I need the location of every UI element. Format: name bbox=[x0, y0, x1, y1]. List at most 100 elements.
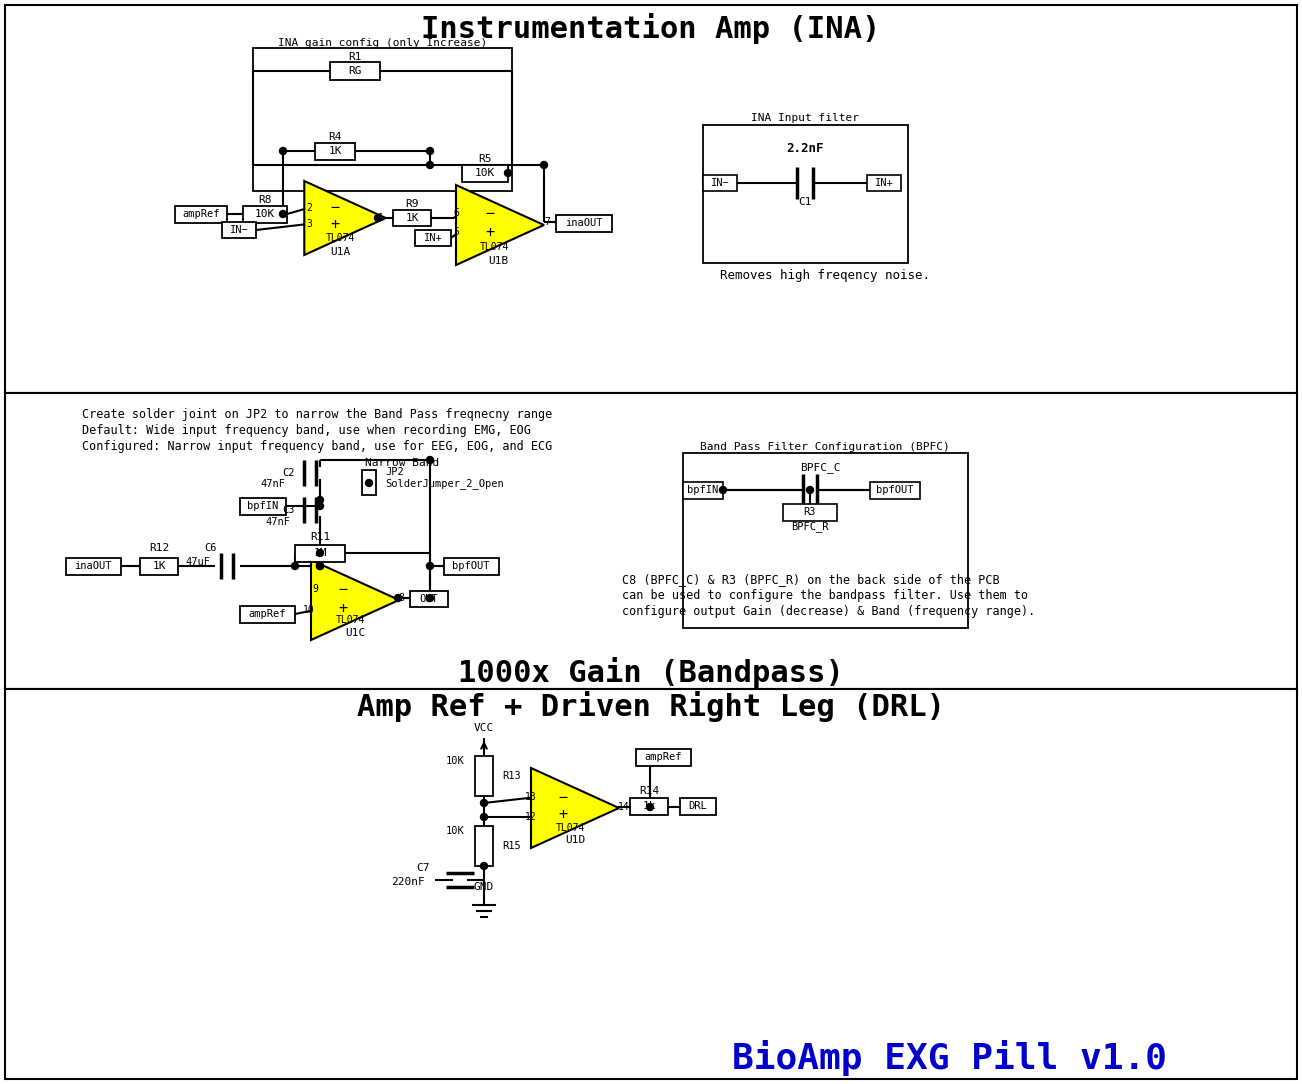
Text: INA Input filter: INA Input filter bbox=[751, 113, 859, 122]
Bar bbox=[174, 206, 227, 223]
Text: BPFC_C: BPFC_C bbox=[799, 463, 840, 474]
Text: 10K: 10K bbox=[255, 209, 275, 219]
Bar bbox=[703, 125, 907, 263]
Circle shape bbox=[366, 479, 372, 487]
Text: ampRef: ampRef bbox=[644, 752, 682, 762]
Bar bbox=[703, 175, 737, 191]
Text: 1K: 1K bbox=[152, 562, 165, 571]
Circle shape bbox=[427, 456, 434, 464]
Text: 9: 9 bbox=[312, 584, 318, 594]
Text: bpfIN: bpfIN bbox=[247, 501, 279, 511]
Circle shape bbox=[427, 162, 434, 168]
Text: inaOUT: inaOUT bbox=[74, 562, 112, 571]
Text: C7: C7 bbox=[417, 863, 430, 873]
Circle shape bbox=[316, 563, 323, 569]
Text: configure output Gain (decrease) & Band (frequency range).: configure output Gain (decrease) & Band … bbox=[622, 605, 1035, 618]
Text: R9: R9 bbox=[405, 199, 419, 209]
Text: C3: C3 bbox=[283, 505, 296, 515]
Circle shape bbox=[427, 594, 434, 602]
Circle shape bbox=[480, 800, 487, 806]
Circle shape bbox=[316, 563, 323, 569]
Bar bbox=[329, 62, 380, 80]
Bar bbox=[680, 798, 716, 815]
Bar bbox=[243, 206, 286, 223]
Text: R5: R5 bbox=[478, 154, 492, 164]
Bar bbox=[66, 558, 121, 575]
Text: Amp Ref + Driven Right Leg (DRL): Amp Ref + Driven Right Leg (DRL) bbox=[357, 691, 945, 722]
Circle shape bbox=[427, 147, 434, 155]
Text: 1K: 1K bbox=[405, 212, 419, 223]
Bar bbox=[444, 558, 499, 575]
Text: 10K: 10K bbox=[445, 756, 464, 766]
Text: Band Pass Filter Configuration (BPFC): Band Pass Filter Configuration (BPFC) bbox=[700, 442, 950, 452]
Text: C8 (BPFC_C) & R3 (BPFC_R) on the back side of the PCB: C8 (BPFC_C) & R3 (BPFC_R) on the back si… bbox=[622, 573, 1000, 586]
Text: IN−: IN− bbox=[711, 178, 729, 188]
Text: TL074: TL074 bbox=[326, 233, 354, 243]
Circle shape bbox=[480, 813, 487, 821]
Text: U1A: U1A bbox=[329, 247, 350, 257]
Circle shape bbox=[540, 162, 548, 168]
Text: −: − bbox=[559, 789, 568, 804]
Text: INA gain config (only Increase): INA gain config (only Increase) bbox=[279, 38, 488, 48]
Text: 1000x Gain (Bandpass): 1000x Gain (Bandpass) bbox=[458, 657, 844, 687]
Text: 5: 5 bbox=[453, 227, 460, 237]
Circle shape bbox=[806, 487, 814, 493]
Text: 1k: 1k bbox=[642, 801, 656, 811]
Text: U1C: U1C bbox=[345, 628, 365, 638]
Bar bbox=[870, 482, 921, 499]
Text: 10K: 10K bbox=[445, 826, 464, 836]
Text: can be used to configure the bandpass filter. Use them to: can be used to configure the bandpass fi… bbox=[622, 589, 1029, 602]
Circle shape bbox=[427, 563, 434, 569]
Text: 2: 2 bbox=[306, 203, 312, 212]
Circle shape bbox=[480, 863, 487, 869]
Text: Narrow Band: Narrow Band bbox=[365, 459, 439, 468]
Text: C1: C1 bbox=[798, 197, 811, 207]
Bar bbox=[5, 393, 1297, 689]
Text: 47uF: 47uF bbox=[185, 557, 210, 567]
Text: Removes high freqency noise.: Removes high freqency noise. bbox=[720, 269, 930, 282]
Bar bbox=[684, 482, 723, 499]
Text: 1M: 1M bbox=[314, 549, 327, 558]
Text: 7: 7 bbox=[544, 217, 549, 227]
Text: OUT: OUT bbox=[419, 594, 439, 604]
Bar bbox=[556, 215, 612, 232]
Text: 8: 8 bbox=[398, 593, 404, 603]
Text: U1D: U1D bbox=[565, 835, 585, 846]
Bar bbox=[5, 689, 1297, 1079]
Text: Default: Wide input frequency band, use when recording EMG, EOG: Default: Wide input frequency band, use … bbox=[82, 424, 531, 437]
Bar bbox=[240, 606, 296, 623]
Text: 14: 14 bbox=[618, 802, 630, 812]
Text: bpfOUT: bpfOUT bbox=[452, 562, 490, 571]
Text: R15: R15 bbox=[503, 841, 521, 851]
Text: DRL: DRL bbox=[689, 801, 707, 811]
Text: 2.2nF: 2.2nF bbox=[786, 142, 824, 155]
Circle shape bbox=[316, 503, 323, 509]
Text: GND: GND bbox=[474, 882, 495, 892]
Bar bbox=[362, 470, 376, 495]
Text: TL074: TL074 bbox=[556, 823, 585, 833]
Text: bpfIN: bpfIN bbox=[687, 485, 719, 495]
Text: Configured: Narrow input frequency band, use for EEG, EOG, and ECG: Configured: Narrow input frequency band,… bbox=[82, 440, 552, 453]
Text: Create solder joint on JP2 to narrow the Band Pass freqnecny range: Create solder joint on JP2 to narrow the… bbox=[82, 408, 552, 421]
Circle shape bbox=[647, 803, 654, 811]
Text: IN−: IN− bbox=[229, 225, 249, 235]
Text: 220nF: 220nF bbox=[391, 877, 424, 887]
Bar bbox=[475, 756, 493, 796]
Text: IN+: IN+ bbox=[875, 178, 893, 188]
Bar bbox=[223, 222, 256, 238]
Text: BioAmp EXG Pill v1.0: BioAmp EXG Pill v1.0 bbox=[733, 1040, 1168, 1076]
Text: +: + bbox=[559, 808, 568, 823]
Text: 10: 10 bbox=[303, 605, 315, 615]
Text: VCC: VCC bbox=[474, 723, 495, 733]
Bar bbox=[315, 143, 355, 160]
Text: +: + bbox=[339, 601, 348, 616]
Circle shape bbox=[316, 550, 323, 556]
Text: −: − bbox=[331, 201, 340, 216]
Circle shape bbox=[316, 496, 323, 503]
Bar bbox=[475, 826, 493, 866]
Bar bbox=[635, 749, 691, 766]
Bar bbox=[684, 453, 967, 628]
Text: R11: R11 bbox=[310, 532, 331, 542]
Text: 13: 13 bbox=[525, 792, 536, 802]
Polygon shape bbox=[456, 185, 544, 264]
